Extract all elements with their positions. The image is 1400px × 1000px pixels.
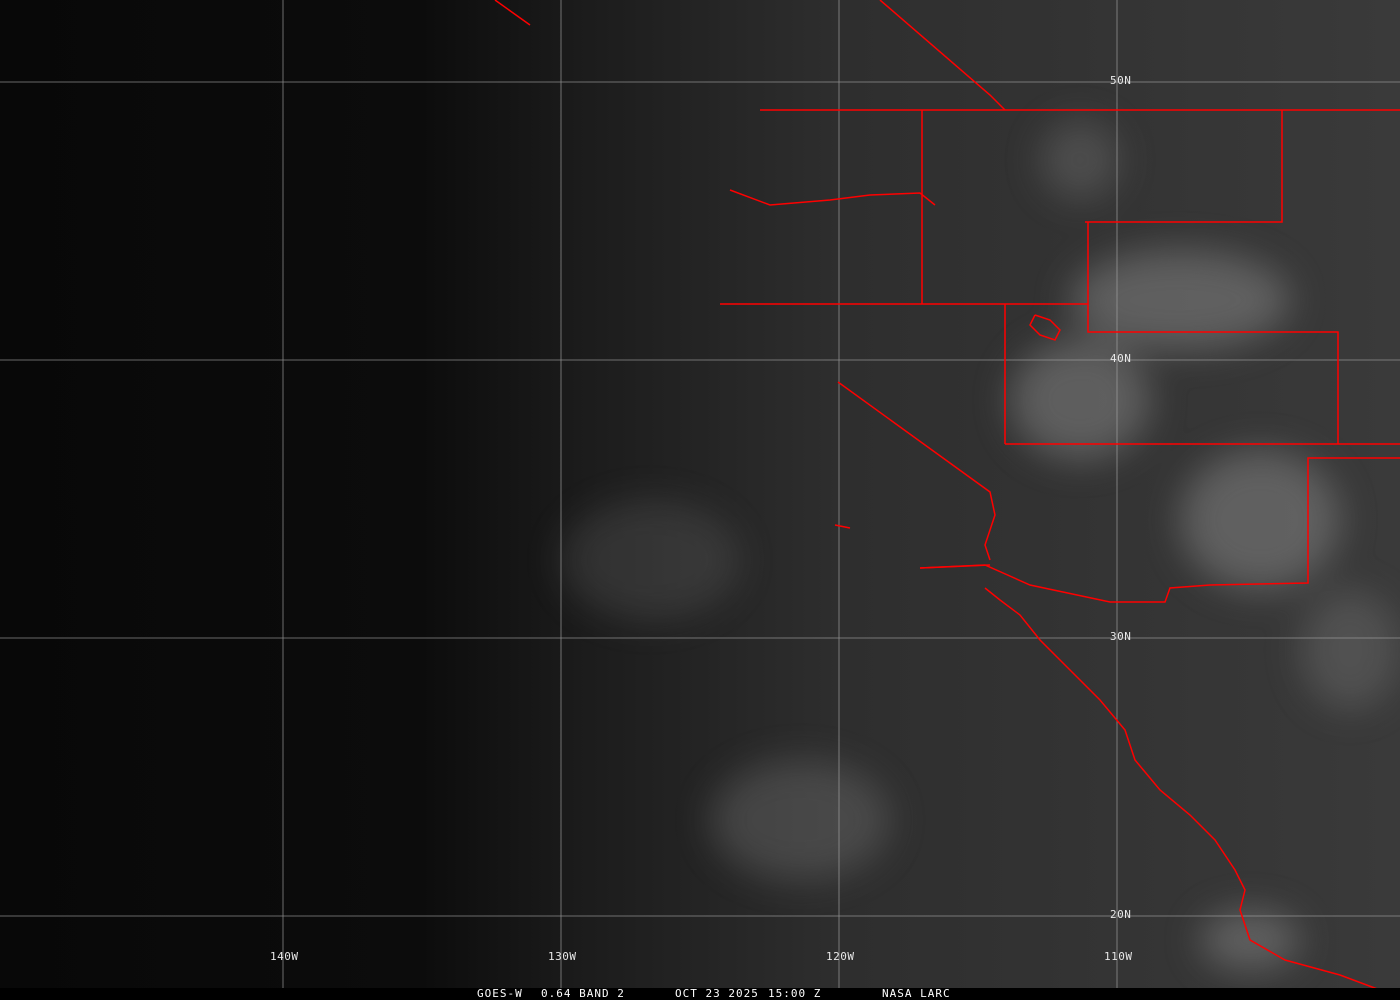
caption-satellite: GOES-W [477, 987, 523, 1000]
channel-islands [834, 524, 851, 529]
us-mexico-border [919, 457, 1400, 603]
lat-label-20n: 20N [1110, 908, 1132, 921]
canada-provincial-borders [879, 0, 1006, 111]
cloud-features [560, 120, 1400, 970]
political-boundaries [494, 0, 1400, 991]
mexico-mainland-coastline [984, 587, 1381, 991]
caption-time: 15:00 Z [768, 987, 822, 1000]
caption-source: NASA LARC [882, 987, 951, 1000]
lon-label-140w: 140W [270, 950, 299, 963]
lon-label-120w: 120W [826, 950, 855, 963]
pacific-coastline [494, 0, 531, 26]
lat-label-50n: 50N [1110, 74, 1132, 87]
great-salt-lake [1029, 314, 1061, 341]
lon-label-130w: 130W [548, 950, 577, 963]
california-nevada-border [837, 381, 996, 561]
lon-label-110w: 110W [1104, 950, 1133, 963]
lat-label-40n: 40N [1110, 352, 1132, 365]
idaho-utah-border [1087, 222, 1339, 444]
image-caption-bar: GOES-W 0.64 BAND 2 OCT 23 2025 15:00 Z N… [0, 987, 1400, 1000]
caption-band: 0.64 BAND 2 [541, 987, 625, 1000]
baja-state-line [919, 564, 991, 569]
montana-wyoming-border [1085, 110, 1283, 223]
caption-date: OCT 23 2025 [675, 987, 759, 1000]
lat-label-30n: 30N [1110, 630, 1132, 643]
